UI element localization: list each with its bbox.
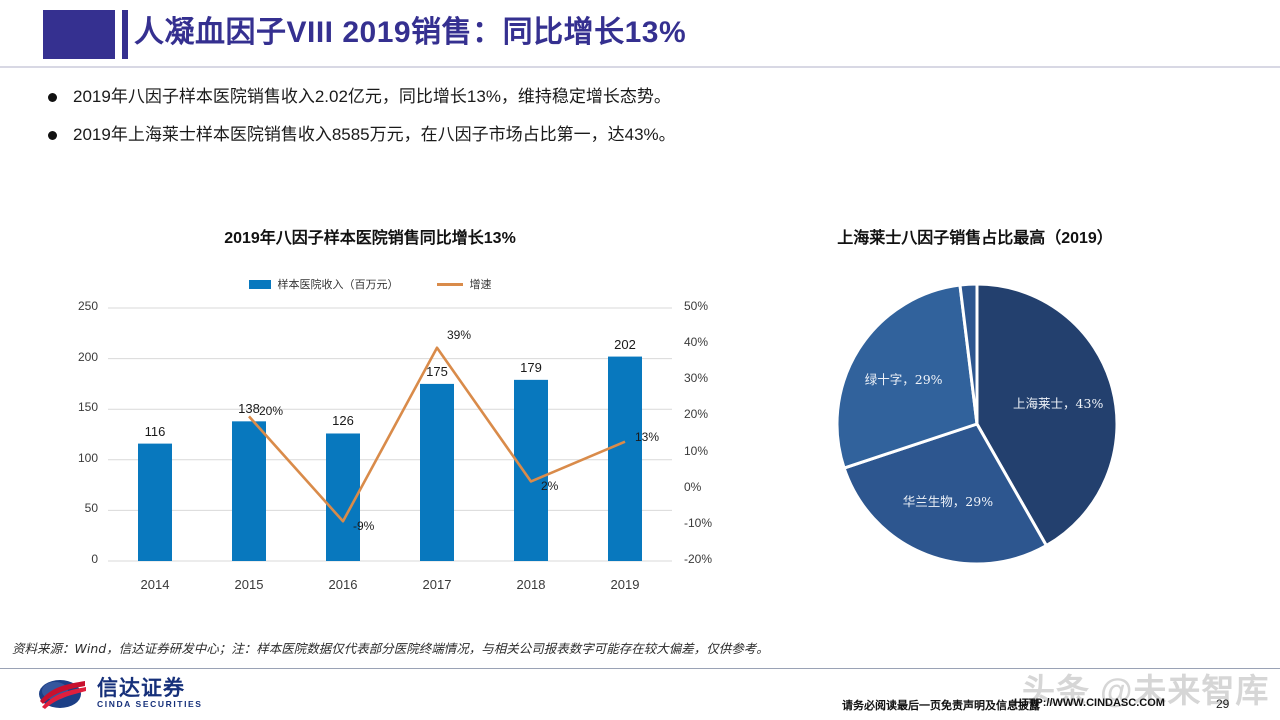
bar-line-chart: 2019年八因子样本医院销售同比增长13% 样本医院收入（百万元） 增速 0 50… [40, 210, 740, 630]
x-axis-tick: 2019 [610, 577, 640, 592]
header-divider [0, 66, 1280, 68]
line-value-label: 39% [447, 327, 472, 342]
bar [326, 433, 360, 561]
pie-slice-label: 上海莱士，43% [1013, 396, 1104, 412]
line-value-label: 20% [259, 404, 284, 419]
y-axis-tick-right: 0% [684, 479, 702, 494]
chart-title: 2019年八因子样本医院销售同比增长13% [224, 230, 516, 247]
chart-legend: 样本医院收入（百万元） 增速 [40, 276, 700, 292]
bar [232, 421, 266, 561]
bullet-dot-icon [48, 131, 57, 140]
line-value-label: 2% [541, 479, 559, 494]
bar-value-label: 116 [144, 423, 166, 439]
bar [420, 383, 454, 561]
pie-slice-label: 华兰生物，29% [902, 493, 994, 509]
bar [138, 443, 172, 561]
pie-slice [835, 283, 979, 470]
pie-slice [842, 422, 1049, 566]
chart-plot-area: 0 50 100 150 200 250 -20% -10% 0% 10% 20% 30% 40% 50%… [40, 296, 740, 596]
x-axis-tick: 2018 [516, 577, 546, 592]
list-item: 2019年上海莱士样本医院销售收入8585万元，在八因子市场占比第一，达43%。 [48, 122, 1228, 148]
pie-slice [975, 282, 1119, 548]
bar-value-label: 126 [332, 413, 354, 429]
y-axis-tick-right: 50% [684, 299, 709, 313]
chart-title: 上海莱士八因子销售占比最高（2019） [837, 230, 1113, 247]
page-number: 29 [1216, 697, 1230, 711]
watermark: 头条 @未来智库 [1022, 672, 1270, 709]
footer-divider [0, 668, 1280, 669]
line-value-label: -9% [353, 519, 375, 534]
y-axis-tick-left: 200 [77, 349, 98, 364]
pie-chart: 上海莱士八因子销售占比最高（2019） 上海莱士，43% 华兰生物，29% 绿十字，… [760, 210, 1230, 630]
footer-disclaimer: 请务必阅读最后一页免责声明及信息披露 [842, 700, 1040, 712]
bullet-text: 2019年上海莱士样本医院销售收入8585万元，在八因子市场占比第一，达43%。 [73, 125, 676, 144]
y-axis-tick-left: 150 [77, 400, 98, 415]
pie-svg [835, 282, 1119, 566]
line-value-label: 13% [635, 429, 660, 444]
cinda-logo-icon [39, 680, 86, 709]
logo-text-zh: 信达证券 [97, 677, 185, 700]
bar [514, 379, 548, 561]
x-axis-tick: 2015 [234, 577, 264, 592]
y-axis-tick-right: 10% [684, 443, 709, 458]
legend-item-bar: 样本医院收入（百万元） [248, 276, 399, 292]
x-axis-tick: 2016 [328, 577, 358, 592]
legend-label-bar: 样本医院收入（百万元） [277, 278, 399, 291]
bar-value-label: 175 [426, 363, 448, 379]
y-axis-tick-left: 50 [84, 501, 98, 516]
x-axis-tick: 2017 [422, 577, 452, 592]
slide-header: 人凝血因子VIII 2019销售：同比增长13% [0, 0, 1280, 68]
y-axis-tick-left: 250 [77, 299, 98, 313]
header-accent-bar [122, 10, 128, 59]
legend-label-line: 增速 [469, 278, 492, 291]
page-title: 人凝血因子VIII 2019销售：同比增长13% [134, 16, 687, 49]
legend-swatch-line-icon [436, 282, 463, 286]
footer-url: HTTP://WWW.CINDASC.COM [1014, 697, 1165, 709]
bar-value-label: 179 [520, 359, 542, 375]
pie-slice-label: 绿十字，29% [864, 371, 943, 387]
bar-value-label: 202 [614, 336, 636, 352]
y-axis-tick-right: -20% [684, 552, 713, 566]
legend-swatch-bar-icon [248, 279, 271, 289]
y-axis-tick-right: 40% [684, 335, 709, 350]
y-axis-tick-right: -10% [684, 515, 713, 530]
y-axis-tick-right: 20% [684, 407, 709, 422]
pie-plot-area: 上海莱士，43% 华兰生物，29% 绿十字，29% [810, 272, 1150, 602]
header-accent-swatch [43, 10, 115, 59]
bullet-list: 2019年八因子样本医院销售收入2.02亿元，同比增长13%，维持稳定增长态势。… [48, 84, 1228, 160]
logo-text-en: CINDA SECURITIES [97, 699, 203, 709]
legend-item-line: 增速 [436, 276, 492, 292]
x-axis-tick: 2014 [140, 577, 170, 592]
chart-svg [108, 307, 672, 562]
y-axis-tick-left: 100 [77, 450, 98, 465]
y-axis-tick-left: 0 [91, 552, 98, 566]
bar-value-label: 138 [238, 401, 260, 417]
growth-line [248, 346, 626, 523]
source-note: 资料来源：Wind，信达证券研发中心；注：样本医院数据仅代表部分医院终端情况，与… [12, 641, 769, 656]
list-item: 2019年八因子样本医院销售收入2.02亿元，同比增长13%，维持稳定增长态势。 [48, 84, 1228, 110]
pie-slice [958, 282, 979, 425]
bullet-text: 2019年八因子样本医院销售收入2.02亿元，同比增长13%，维持稳定增长态势。 [73, 87, 671, 106]
bullet-dot-icon [48, 93, 57, 102]
bar [608, 356, 642, 561]
y-axis-tick-right: 30% [684, 371, 709, 386]
company-logo: 信达证券 CINDA SECURITIES [38, 678, 203, 710]
